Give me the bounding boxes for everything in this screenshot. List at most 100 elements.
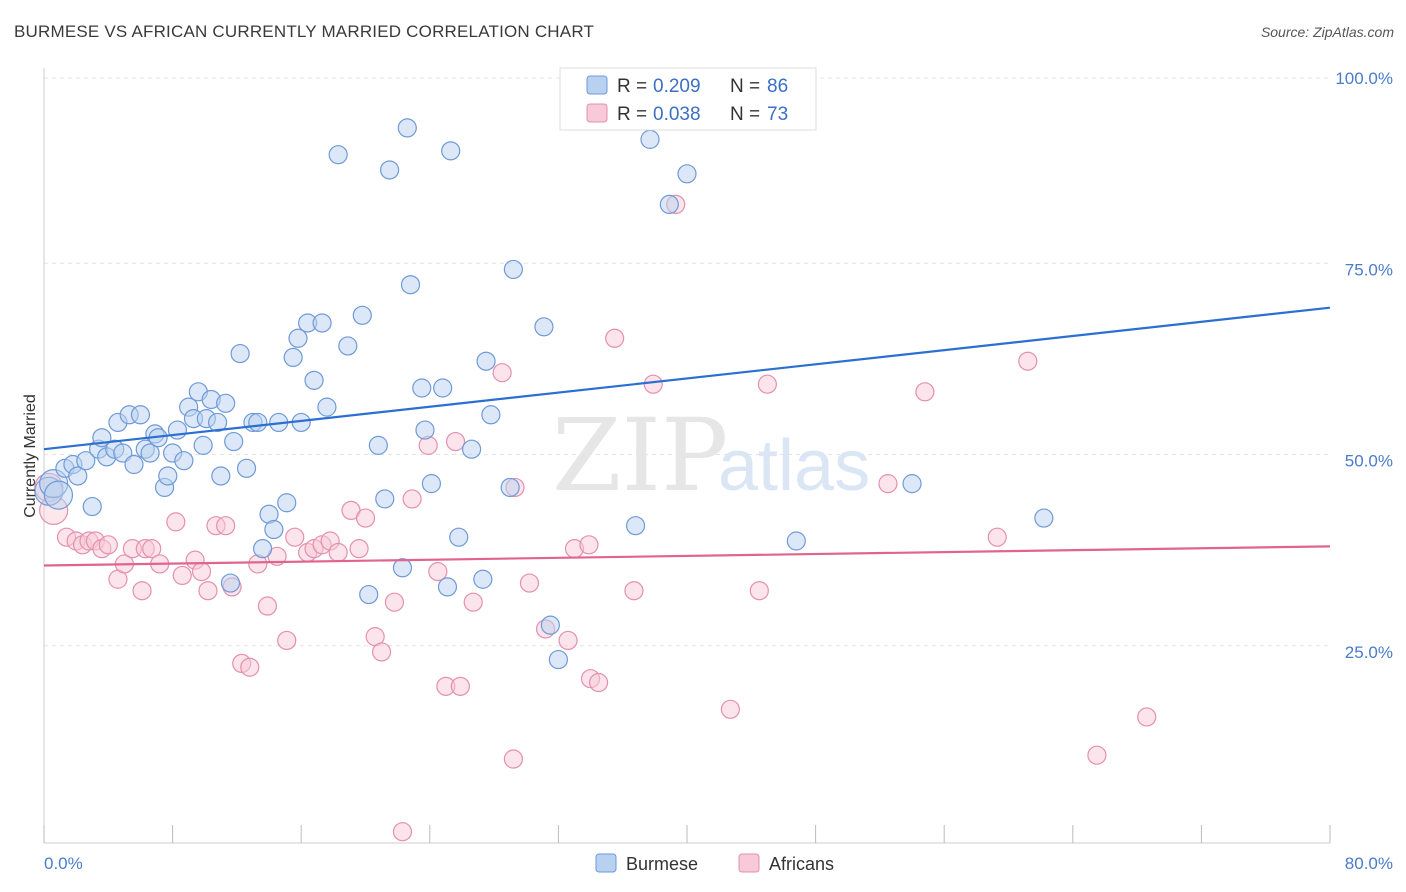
burmese-point xyxy=(375,489,395,509)
africans-point xyxy=(987,527,1007,547)
africans-point xyxy=(878,474,898,494)
y-tick-label: 75.0% xyxy=(1345,260,1393,279)
africans-point xyxy=(172,565,192,586)
x-tick-label-max: 80.0% xyxy=(1345,854,1393,873)
burmese-point xyxy=(158,466,178,486)
burmese-point xyxy=(82,496,102,517)
burmese-point xyxy=(500,477,520,498)
africans-point xyxy=(216,516,236,536)
burmese-point xyxy=(230,343,250,364)
burmese-point xyxy=(167,420,188,440)
legend-n-value-burmese: 86 xyxy=(767,76,788,97)
bottom-legend-label-africans: Africans xyxy=(769,854,834,874)
bottom-legend-swatch-africans xyxy=(738,853,760,873)
burmese-point xyxy=(76,451,96,471)
burmese-point xyxy=(130,405,151,425)
burmese-point xyxy=(640,129,660,149)
burmese-point xyxy=(43,480,74,510)
burmese-point xyxy=(253,539,273,559)
africans-point xyxy=(277,630,297,651)
africans-point xyxy=(915,382,935,402)
burmese-point xyxy=(400,275,421,295)
bottom-legend: Burmese Africans xyxy=(595,853,834,874)
burmese-point xyxy=(625,516,646,536)
africans-point xyxy=(720,699,741,719)
africans-point xyxy=(450,676,470,696)
africans-point xyxy=(191,561,212,582)
burmese-point xyxy=(68,466,88,486)
africans-point xyxy=(166,512,186,532)
legend-r-value-africans: 0.038 xyxy=(653,104,701,125)
burmese-point xyxy=(476,351,496,371)
africans-point xyxy=(384,592,405,612)
africans-point xyxy=(492,363,512,383)
africans-point xyxy=(285,527,305,547)
burmese-point xyxy=(392,558,413,578)
watermark-zip: ZIP xyxy=(552,397,728,514)
burmese-point xyxy=(288,328,308,348)
burmese-point xyxy=(283,347,303,367)
burmese-point xyxy=(312,313,332,333)
burmese-point xyxy=(534,317,554,337)
africans-point xyxy=(198,581,218,601)
africans-point xyxy=(445,431,466,452)
burmese-point xyxy=(352,305,372,325)
y-tick-label: 50.0% xyxy=(1345,452,1393,471)
burmese-point xyxy=(786,531,806,551)
legend: R = 0.209 N = 86 R = 0.038 N = 73 xyxy=(559,67,817,131)
burmese-trend-line xyxy=(43,306,1331,451)
burmese-point xyxy=(317,397,337,417)
legend-swatch-burmese xyxy=(586,75,608,95)
burmese-point xyxy=(304,370,324,390)
africans-point xyxy=(392,822,413,842)
burmese-point xyxy=(368,435,388,455)
y-tick-label: 100.0% xyxy=(1335,69,1393,88)
africans-point xyxy=(643,374,663,394)
africans-point xyxy=(605,328,625,348)
africans-point xyxy=(1018,351,1038,371)
burmese-point xyxy=(441,141,461,161)
burmese-point xyxy=(140,443,160,463)
burmese-point xyxy=(659,194,679,214)
burmese-point xyxy=(902,474,922,494)
burmese-point xyxy=(216,393,236,413)
y-tick-labels: 25.0% 50.0% 75.0% 100.0% xyxy=(1335,69,1393,662)
burmese-point xyxy=(481,405,501,425)
burmese-point xyxy=(220,573,241,593)
trend-lines xyxy=(43,306,1331,567)
burmese-point xyxy=(421,474,442,494)
africans-point xyxy=(355,508,376,528)
africans-points xyxy=(34,194,1157,842)
bottom-legend-swatch-burmese xyxy=(595,853,617,873)
africans-point xyxy=(558,630,578,651)
africans-point xyxy=(503,749,523,769)
legend-r-label-africans: R = xyxy=(617,104,647,125)
africans-trend-line xyxy=(43,545,1331,567)
burmese-point xyxy=(433,378,453,398)
legend-r-value-burmese: 0.209 xyxy=(653,76,701,97)
burmese-point xyxy=(1034,508,1054,528)
burmese-point xyxy=(540,615,560,635)
burmese-point xyxy=(193,435,213,455)
africans-point xyxy=(463,592,483,612)
burmese-point xyxy=(174,451,194,471)
africans-point xyxy=(588,672,609,693)
legend-n-label-africans: N = xyxy=(730,104,760,125)
legend-n-label-burmese: N = xyxy=(730,76,760,97)
source-credit: Source: ZipAtlas.com xyxy=(1260,24,1394,40)
x-tick-label-min: 0.0% xyxy=(44,854,83,873)
africans-point xyxy=(428,561,448,582)
burmese-point xyxy=(473,569,493,589)
legend-r-label-burmese: R = xyxy=(617,76,647,97)
burmese-point xyxy=(224,431,244,452)
burmese-point xyxy=(548,649,569,670)
burmese-point xyxy=(338,336,358,356)
africans-point xyxy=(240,657,260,677)
y-tick-label: 25.0% xyxy=(1345,643,1393,662)
burmese-point xyxy=(449,527,469,547)
burmese-point xyxy=(397,118,417,138)
burmese-point xyxy=(461,439,482,459)
africans-point xyxy=(402,489,422,509)
burmese-point xyxy=(264,519,284,540)
